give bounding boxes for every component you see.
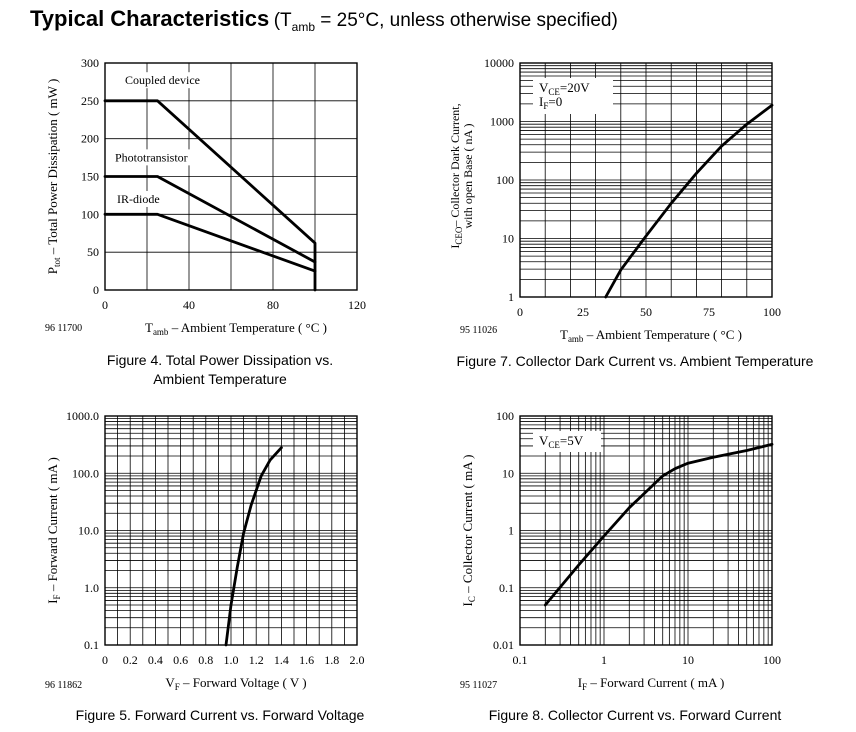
fig4-series-label-bg xyxy=(114,190,178,207)
fig4-y-tick-label: 0 xyxy=(93,283,99,297)
fig4-y-tick-label: 50 xyxy=(87,245,99,259)
fig8-annotation-box xyxy=(533,431,601,452)
figure-8-code: 95 11027 xyxy=(460,680,497,691)
fig8-x-tick-label: 10 xyxy=(682,653,694,667)
fig4-series-line-1 xyxy=(103,99,317,292)
fig5-x-tick-label: 1.4 xyxy=(274,653,289,667)
fig5-y-tick-label: 1000.0 xyxy=(66,409,99,423)
fig5-x-axis-label: VF – Forward Voltage ( V ) xyxy=(165,675,306,692)
fig7-y-tick-label: 10 xyxy=(502,232,514,246)
page-title-condition: (Tamb = 25°C, unless otherwise specified… xyxy=(273,10,618,34)
figure-4-caption: Figure 4. Total Power Dissipation vs. Am… xyxy=(70,351,370,389)
fig7-x-tick-label: 25 xyxy=(577,305,589,319)
fig4-y-tick-label: 100 xyxy=(81,207,99,221)
page-title-main: Typical Characteristics xyxy=(30,6,270,31)
fig5-x-tick-label: 0.4 xyxy=(148,653,163,667)
fig5-x-tick-label: 0.8 xyxy=(198,653,213,667)
fig5-series-line-1 xyxy=(224,446,283,647)
fig8-annotation-text: VCE=5V xyxy=(539,433,584,450)
fig4-series-line-2 xyxy=(103,175,317,264)
fig7-annotation-box xyxy=(533,78,613,114)
fig5-y-tick-label: 1.0 xyxy=(84,581,99,595)
fig5-y-axis-label: IF – Forward Current ( mA ) xyxy=(45,457,62,604)
fig5-x-tick-label: 1.8 xyxy=(324,653,339,667)
fig4-y-tick-label: 150 xyxy=(81,170,99,184)
figure-5-caption: Figure 5. Forward Current vs. Forward Vo… xyxy=(75,707,365,723)
fig4-y-tick-label: 300 xyxy=(81,56,99,70)
fig7-x-axis-label: Tamb – Ambient Temperature ( °C ) xyxy=(560,327,742,344)
fig7-x-tick-label: 50 xyxy=(640,305,652,319)
fig5-y-tick-label: 10.0 xyxy=(78,524,99,538)
fig7-y-tick-label: 10000 xyxy=(484,56,514,70)
fig8-y-tick-label: 0.01 xyxy=(493,638,514,652)
fig4-x-tick-label: 80 xyxy=(267,298,279,312)
fig8-y-tick-label: 100 xyxy=(496,409,514,423)
figure-4-caption-line2: Ambient Temperature xyxy=(153,371,287,387)
fig8-x-axis-label: IF – Forward Current ( mA ) xyxy=(578,675,725,692)
fig5-x-tick-label: 2.0 xyxy=(350,653,365,667)
fig7-series-line-1 xyxy=(604,103,774,299)
fig8-y-axis-label: IC – Collector Current ( mA ) xyxy=(460,455,477,607)
fig5-y-tick-label: 100.0 xyxy=(72,466,99,480)
figure-8-caption: Figure 8. Collector Current vs. Forward … xyxy=(488,707,782,723)
fig8-x-tick-label: 100 xyxy=(763,653,781,667)
fig4-series-label: IR-diode xyxy=(117,192,160,206)
fig8-x-tick-label: 0.1 xyxy=(513,653,528,667)
fig7-x-tick-label: 0 xyxy=(517,305,523,319)
fig5-x-tick-label: 0.2 xyxy=(123,653,138,667)
fig4-x-tick-label: 0 xyxy=(102,298,108,312)
fig4-y-tick-label: 200 xyxy=(81,132,99,146)
fig5-y-tick-label: 0.1 xyxy=(84,638,99,652)
fig8-y-tick-label: 10 xyxy=(502,466,514,480)
fig7-y-tick-label: 1000 xyxy=(490,115,514,129)
fig7-x-tick-label: 75 xyxy=(703,305,715,319)
fig5-x-tick-label: 1.6 xyxy=(299,653,314,667)
fig4-series-label: Coupled device xyxy=(125,73,200,87)
fig4-x-axis-label: Tamb – Ambient Temperature ( °C ) xyxy=(145,320,327,337)
fig8-x-tick-label: 1 xyxy=(601,653,607,667)
page-title: Typical Characteristics (Tamb = 25°C, un… xyxy=(30,6,618,34)
fig7-y-tick-label: 1 xyxy=(508,290,514,304)
fig5-x-tick-label: 1.2 xyxy=(249,653,264,667)
fig7-y-axis-label-line1: ICEO– Collector Dark Current, xyxy=(448,103,464,248)
figure-4-code: 96 11700 xyxy=(45,323,82,334)
fig7-y-axis-label-line2: with open Base ( nA ) xyxy=(461,124,475,229)
fig4-series-line-3 xyxy=(103,212,317,273)
fig4-y-tick-label: 250 xyxy=(81,94,99,108)
fig4-x-tick-label: 120 xyxy=(348,298,366,312)
figure-7-caption: Figure 7. Collector Dark Current vs. Amb… xyxy=(456,353,814,369)
fig8-series-line-1 xyxy=(543,442,774,607)
figure-5-code: 96 11862 xyxy=(45,680,82,691)
figure-4-caption-line1: Figure 4. Total Power Dissipation vs. xyxy=(106,352,334,368)
fig7-annotation-text: IF=0 xyxy=(539,94,562,111)
fig4-y-axis-label: Ptot – Total Power Dissipation ( mW ) xyxy=(45,79,62,275)
fig4-series-label-bg xyxy=(112,149,204,166)
fig4-x-tick-label: 40 xyxy=(183,298,195,312)
fig8-y-tick-label: 1 xyxy=(508,524,514,538)
fig5-x-tick-label: 1.0 xyxy=(224,653,239,667)
fig4-series-label: Phototransistor xyxy=(115,150,188,164)
fig4-series-label-bg xyxy=(122,72,218,89)
fig7-x-tick-label: 100 xyxy=(763,305,781,319)
figure-7-code: 95 11026 xyxy=(460,325,497,336)
fig5-x-tick-label: 0.6 xyxy=(173,653,188,667)
fig7-annotation-text: VCE=20V xyxy=(539,80,590,97)
fig8-y-tick-label: 0.1 xyxy=(499,581,514,595)
fig7-y-tick-label: 100 xyxy=(496,173,514,187)
fig5-x-tick-label: 0 xyxy=(102,653,108,667)
